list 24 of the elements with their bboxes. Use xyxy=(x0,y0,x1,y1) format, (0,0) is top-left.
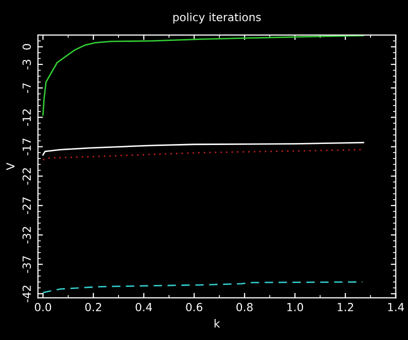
x-tick-label: 0.2 xyxy=(85,302,102,312)
x-tick-label: 1.0 xyxy=(287,302,304,312)
y-tick-label: -27 xyxy=(22,197,31,214)
x-tick-label: 0.4 xyxy=(136,302,152,312)
line-series xyxy=(42,35,364,116)
x-tick-label: 1.4 xyxy=(388,303,404,312)
chart-title: policy iterations xyxy=(173,12,261,24)
y-tick-label: -17 xyxy=(22,138,31,156)
y-tick-label: -7 xyxy=(22,83,31,93)
x-tick-label: 0.8 xyxy=(236,302,253,312)
y-tick-label: -22 xyxy=(22,168,31,185)
y-tick-label: -37 xyxy=(22,256,31,273)
line-series xyxy=(42,281,364,294)
x-tick-label: 0.6 xyxy=(186,302,202,312)
line-series xyxy=(42,148,364,160)
y-tick-label: -32 xyxy=(22,226,31,244)
y-tick-label: -3 xyxy=(22,60,31,70)
x-axis-title: k xyxy=(214,319,220,328)
y-axis-title: V xyxy=(6,162,14,170)
y-tick-label: -12 xyxy=(22,109,31,126)
y-tick-label: 0 xyxy=(22,44,31,50)
x-tick-label: 0.0 xyxy=(34,302,52,312)
x-tick-label: 1.2 xyxy=(338,302,354,312)
y-tick-label: -42 xyxy=(22,286,31,302)
